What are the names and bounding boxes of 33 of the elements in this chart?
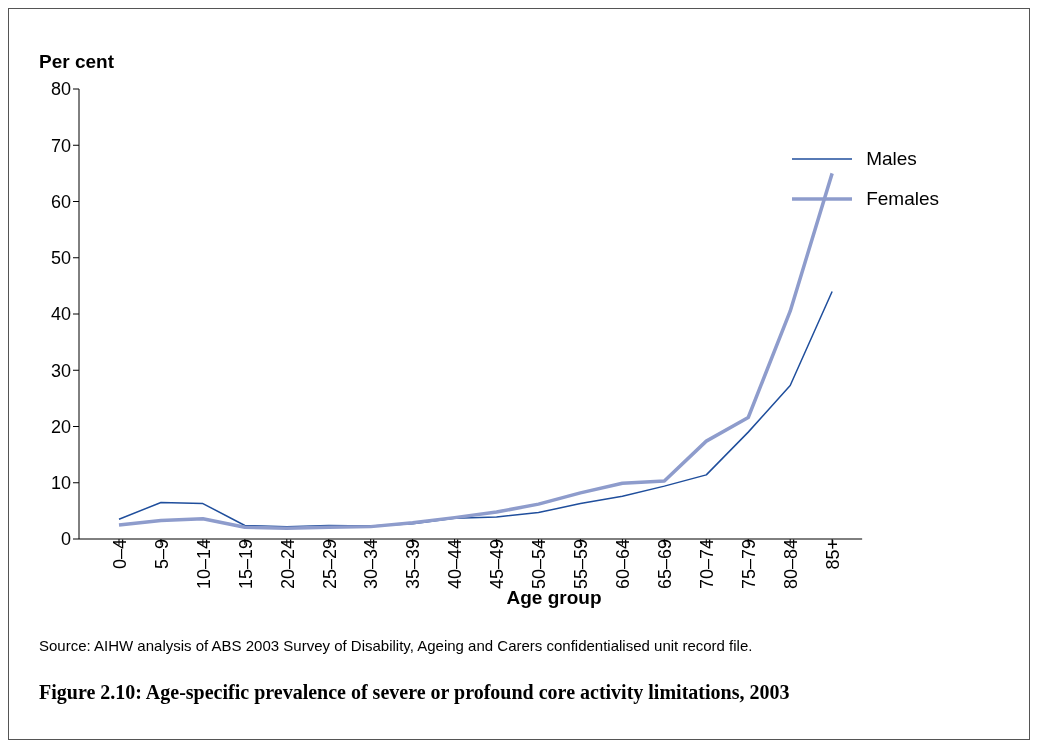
x-tick-label: 55–59 [571,539,592,590]
x-tick-label: 30–34 [361,539,382,590]
y-tick-label: 0 [60,529,71,550]
x-tick-label: 50–54 [529,539,550,590]
x-tick-label: 80–84 [780,539,801,590]
x-tick-label: 45–49 [487,539,508,590]
x-tick-label: 15–19 [235,539,256,590]
x-tick-label: 60–64 [613,539,634,590]
y-tick-label: 10 [50,473,71,494]
x-tick-label: 20–24 [277,539,298,590]
x-tick-label: 0–4 [109,539,130,570]
y-tick-label: 70 [50,135,71,156]
x-axis-title: Age group [506,587,602,608]
source-note: Source: AIHW analysis of ABS 2003 Survey of Disability, Ageing and Carers confidentialised unit record file. [39,637,753,654]
y-tick-label: 60 [50,191,71,212]
x-tick-label: 5–9 [151,539,172,570]
y-axis-title: Per cent [39,51,114,73]
text: Figure 2.10: Age-specific prevalence of severe or profound core activity limitations, 2003 [39,681,791,704]
x-tick-label: 65–69 [655,539,676,590]
y-tick-label: 50 [50,248,71,269]
y-tick-label: 40 [50,304,71,325]
x-tick-label: 25–29 [319,539,340,590]
legend-label: Females [866,188,939,210]
x-tick-label: 75–79 [739,539,760,590]
y-tick-label: 80 [50,79,71,100]
x-tick-label: 35–39 [403,539,424,590]
legend-label: Males [866,148,917,170]
x-tick-label: 40–44 [445,539,466,590]
x-tick-label: 70–74 [697,539,718,590]
y-tick-label: 20 [50,416,71,437]
x-tick-label: 10–14 [193,539,214,590]
y-tick-label: 30 [50,360,71,381]
x-tick-label: 85+ [822,539,843,570]
